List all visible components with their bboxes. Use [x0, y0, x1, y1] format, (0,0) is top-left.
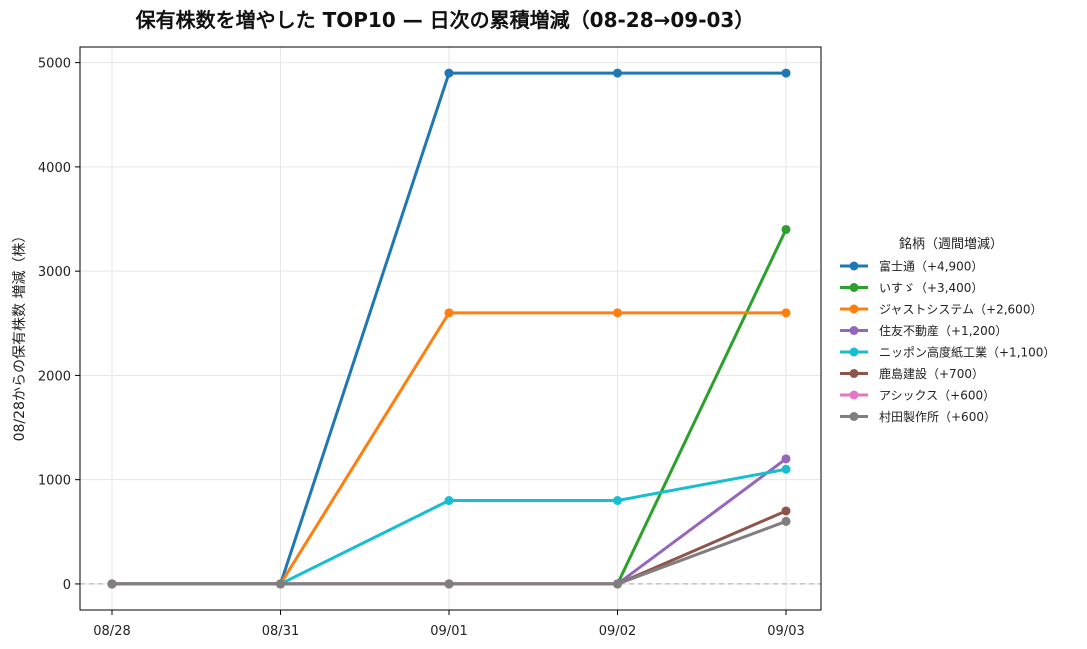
data-point [613, 579, 622, 589]
legend-swatch-marker [849, 304, 859, 314]
data-point [781, 454, 791, 464]
data-point [613, 308, 622, 318]
legend-item: 住友不動産（+1,200） [840, 323, 1007, 338]
data-point [444, 308, 454, 318]
legend-item: ジャストシステム（+2,600） [840, 303, 1042, 317]
y-tick-label: 4000 [38, 161, 71, 176]
legend-item: 富士通（+4,900） [840, 259, 983, 274]
legend-item: 鹿島建設（+700） [840, 366, 984, 381]
y-tick-label: 1000 [38, 474, 71, 489]
legend-item: 村田製作所（+600） [840, 410, 996, 424]
legend-item: ニッポン高度紙工業（+1,100） [840, 345, 1055, 360]
data-point [444, 496, 454, 506]
x-tick-label: 09/01 [430, 624, 467, 639]
data-point [781, 68, 791, 78]
legend-label: 鹿島建設（+700） [879, 366, 984, 381]
legend-label: ニッポン高度紙工業（+1,100） [879, 345, 1055, 360]
legend-swatch-marker [849, 326, 859, 335]
legend-label: ジャストシステム（+2,600） [879, 303, 1042, 317]
data-point [781, 516, 791, 526]
legend-label: 富士通（+4,900） [879, 259, 983, 274]
legend-label: アシックス（+600） [879, 389, 995, 403]
legend-swatch-marker [849, 369, 859, 378]
y-tick-label: 5000 [38, 57, 71, 72]
x-tick-label: 09/03 [767, 624, 804, 639]
data-point [781, 506, 791, 516]
y-axis: 0 1000 2000 3000 4000 5000 [38, 57, 80, 593]
legend-label: いすゞ（+3,400） [879, 281, 983, 295]
legend-title: 銘柄（週間増減） [899, 236, 1003, 252]
plot-frame [79, 46, 822, 611]
y-tick-label: 3000 [38, 265, 71, 280]
legend-label: 村田製作所（+600） [879, 410, 996, 424]
legend: 銘柄（週間増減） 富士通（+4,900） いすゞ（+3,400） ジャストシステム（… [840, 236, 1055, 424]
x-tick-label: 08/28 [93, 624, 130, 639]
legend-swatch-marker [849, 390, 859, 400]
legend-swatch-marker [849, 283, 859, 292]
data-point [781, 464, 791, 474]
x-tick-label: 09/02 [599, 624, 636, 639]
legend-swatch-marker [849, 261, 859, 271]
y-tick-label: 2000 [38, 369, 71, 384]
legend-label: 住友不動産（+1,200） [879, 323, 1007, 338]
data-point [613, 68, 622, 78]
chart-title: 保有株数を増やした TOP10 — 日次の累積増減（08-28→09-03） [135, 8, 755, 32]
data-point [276, 579, 285, 589]
data-point [107, 579, 117, 589]
data-point [781, 224, 791, 234]
series-group [107, 68, 791, 589]
grid [80, 47, 821, 610]
x-tick-label: 08/31 [262, 624, 299, 639]
data-point [613, 496, 622, 506]
legend-item: いすゞ（+3,400） [840, 281, 983, 295]
y-axis-label: 08/28からの保有株数 増減（株） [11, 229, 28, 442]
data-point [444, 68, 454, 78]
x-axis: 08/28 08/31 09/01 09/02 09/03 [93, 610, 805, 639]
legend-swatch-marker [849, 412, 859, 421]
legend-item: アシックス（+600） [840, 389, 995, 403]
data-point [444, 579, 454, 589]
legend-swatch-marker [849, 347, 859, 357]
y-tick-label: 0 [63, 578, 71, 593]
data-point [781, 308, 791, 318]
series-7 [107, 516, 791, 589]
